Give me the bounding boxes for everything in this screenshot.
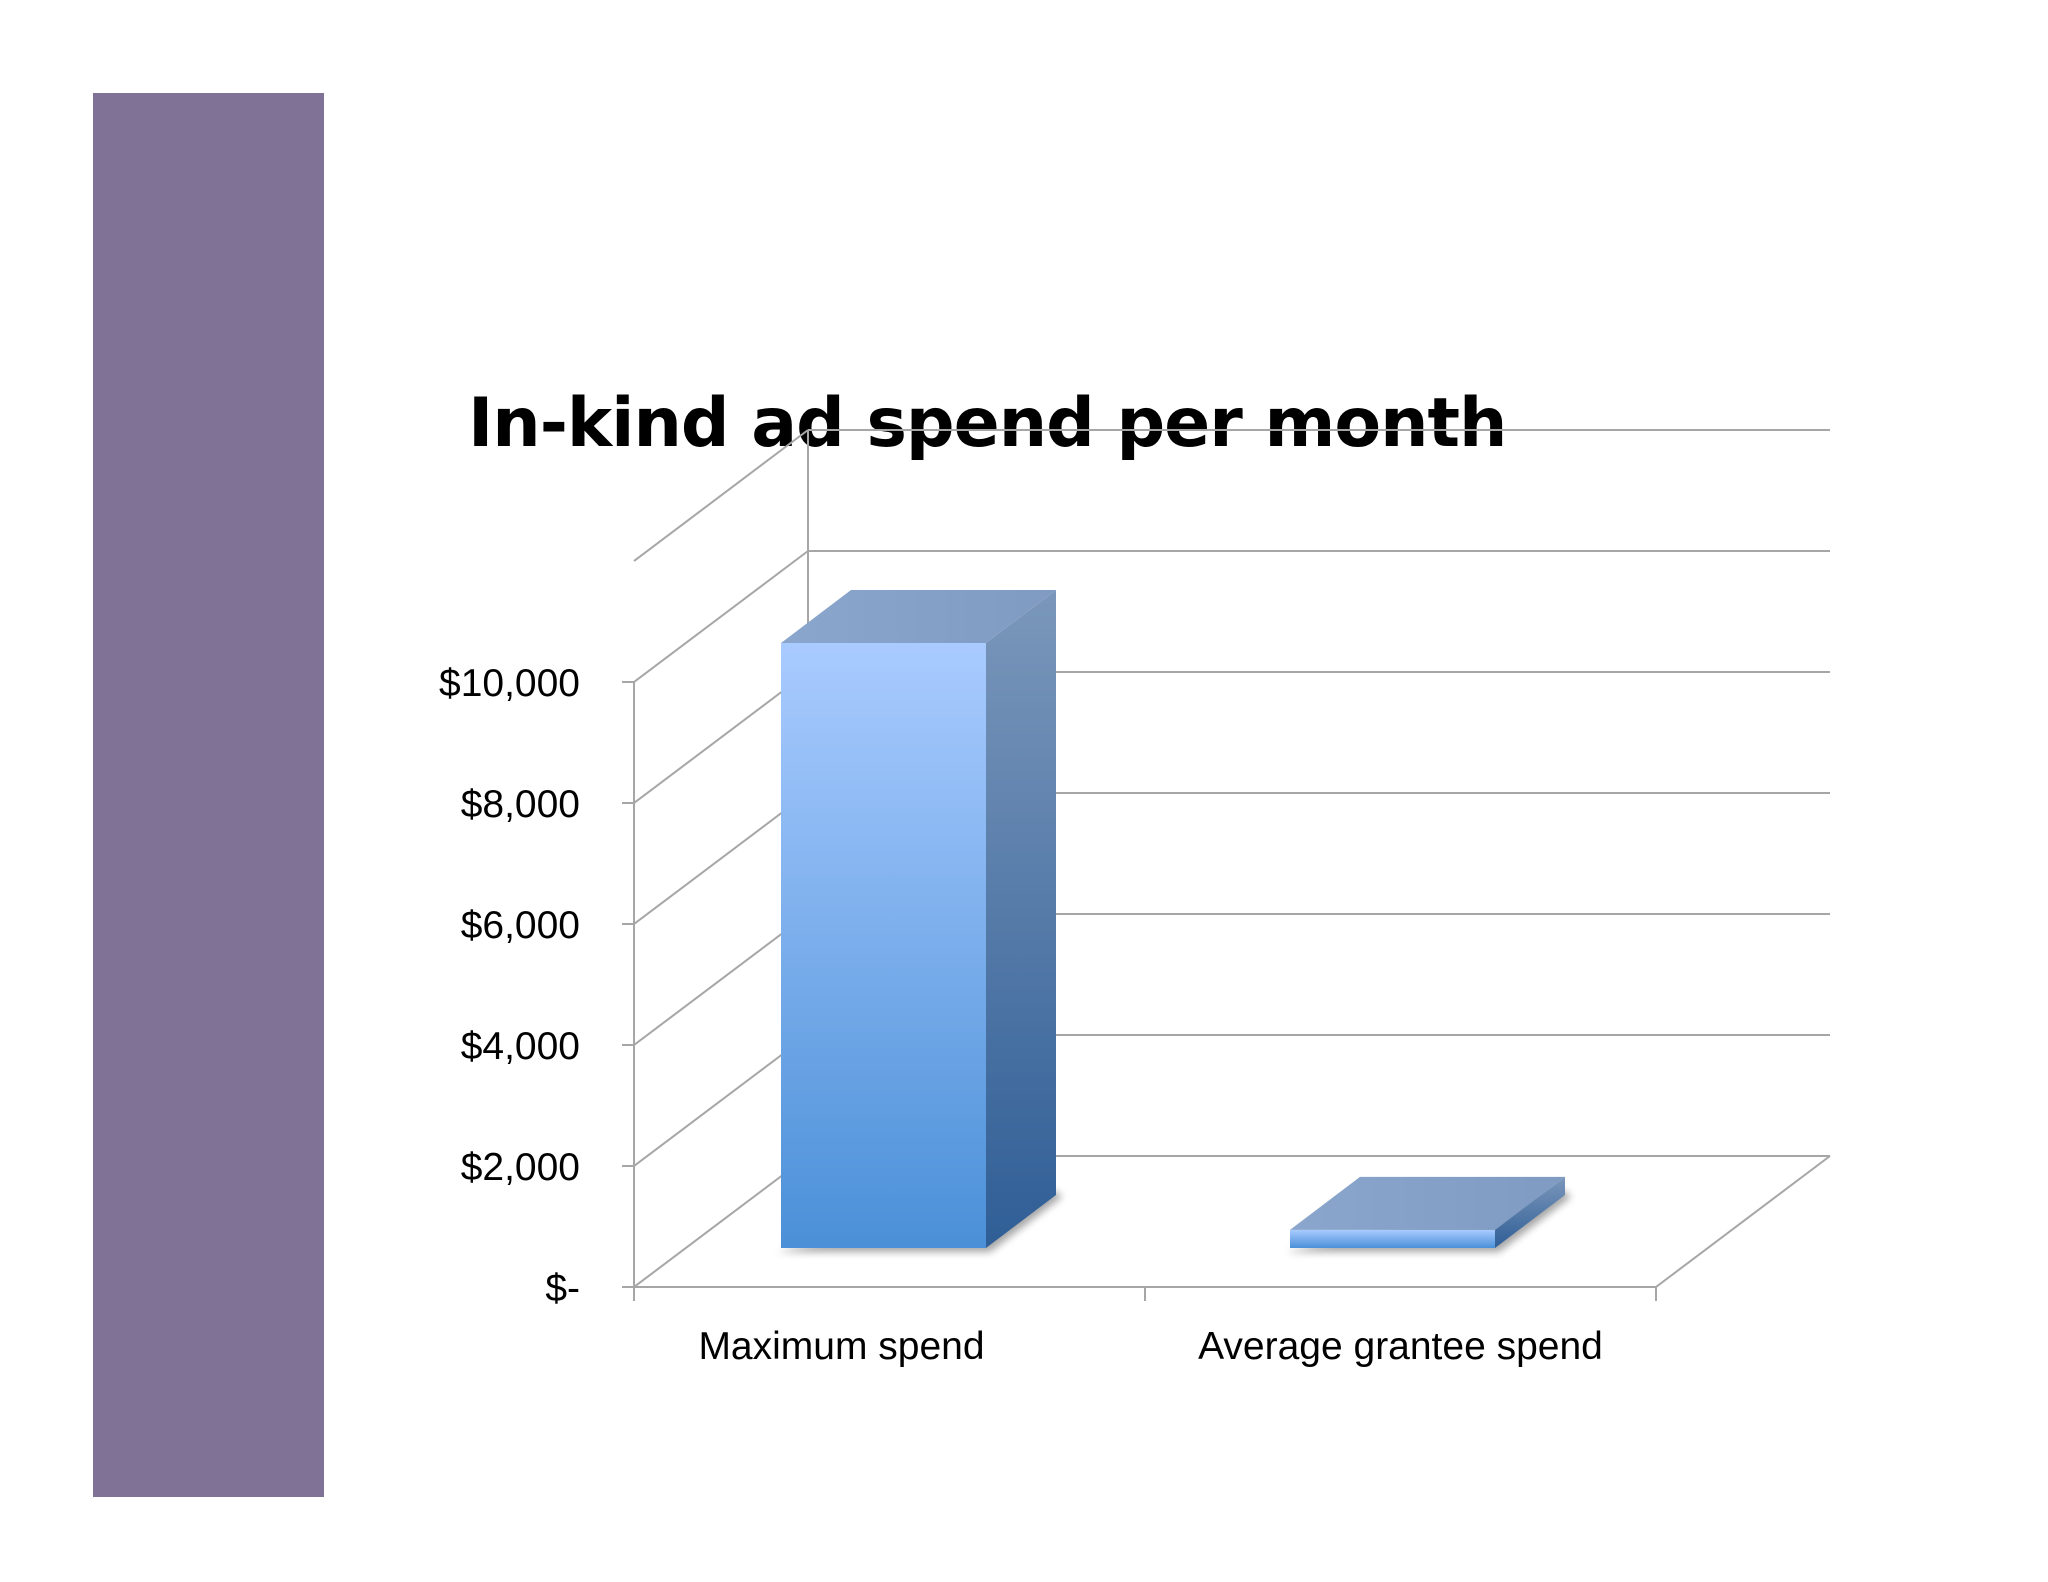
bar-top xyxy=(781,590,1056,643)
y-tick-label: $4,000 xyxy=(461,1025,580,1068)
y-tick-label: $6,000 xyxy=(461,904,580,947)
gridline-diagonal xyxy=(633,550,809,683)
gridline-diagonal xyxy=(633,913,809,1046)
bar-side xyxy=(986,590,1056,1248)
gridline-diagonal xyxy=(633,1155,809,1288)
floor-right-edge xyxy=(1655,1155,1831,1288)
bar-top xyxy=(1290,1176,1565,1230)
y-tick-label: $10,000 xyxy=(439,662,580,705)
y-tick-label: $- xyxy=(545,1267,580,1310)
bar-front xyxy=(1290,1229,1495,1248)
gridline-top-diagonal xyxy=(633,429,809,562)
gridline-diagonal xyxy=(633,671,809,804)
y-tick-label: $2,000 xyxy=(461,1146,580,1189)
bar-side xyxy=(1495,1176,1565,1248)
category-label: Maximum spend xyxy=(698,1325,984,1368)
gridline-diagonal xyxy=(633,1034,809,1167)
chart-bars xyxy=(777,590,1571,1252)
chart-labels: $- $2,000 $4,000 $6,000 $8,000 $10,000 Maximum… xyxy=(439,662,1603,1368)
bar xyxy=(1286,1176,1571,1252)
chart-title: In-kind ad spend per month xyxy=(468,384,1507,463)
gridline-diagonal xyxy=(633,792,809,925)
sidebar-bar xyxy=(93,93,324,1497)
y-tick-label: $8,000 xyxy=(461,783,580,826)
bar xyxy=(777,590,1062,1252)
bar-front xyxy=(781,643,986,1248)
category-label: Average grantee spend xyxy=(1198,1325,1603,1368)
